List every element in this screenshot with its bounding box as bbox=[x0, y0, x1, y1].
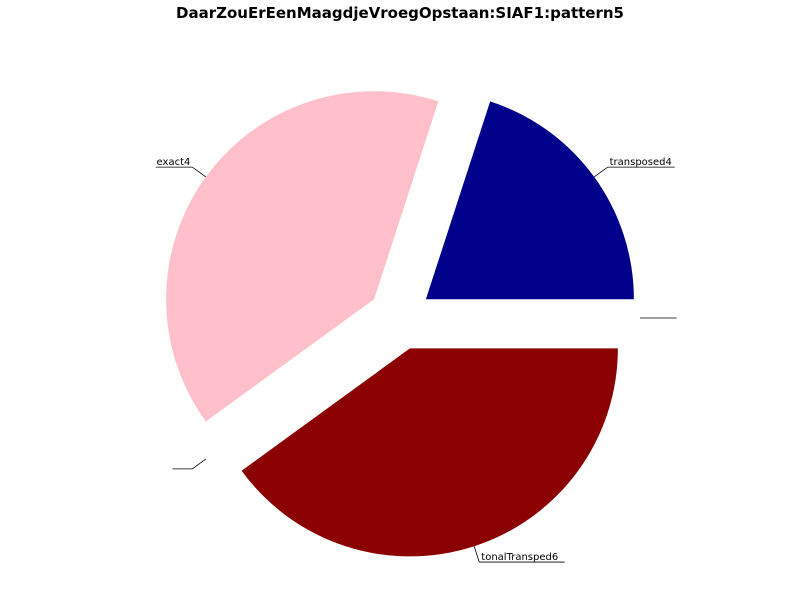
pie-slice-empty-2 bbox=[205, 336, 375, 460]
pie-slice-tonalTransped6 bbox=[241, 348, 618, 557]
pie-slice-transposed4 bbox=[425, 101, 634, 300]
chart-title: DaarZouErEenMaagdjeVroegOpstaan:SIAF1:pa… bbox=[176, 4, 624, 22]
slice-label-3: tonalTransped6 bbox=[481, 552, 558, 563]
leader-line-0 bbox=[593, 166, 608, 178]
slice-label-0: transposed4 bbox=[610, 157, 672, 168]
leader-line-3 bbox=[473, 546, 480, 563]
pie-labels: transposed4 exact4 tonalTransped6 bbox=[155, 157, 677, 563]
leader-line-1 bbox=[192, 166, 207, 178]
leader-line-2 bbox=[192, 458, 207, 470]
slice-label-1: exact4 bbox=[157, 157, 191, 168]
pie-slices bbox=[166, 91, 640, 557]
pie-slice-exact4 bbox=[166, 91, 439, 422]
